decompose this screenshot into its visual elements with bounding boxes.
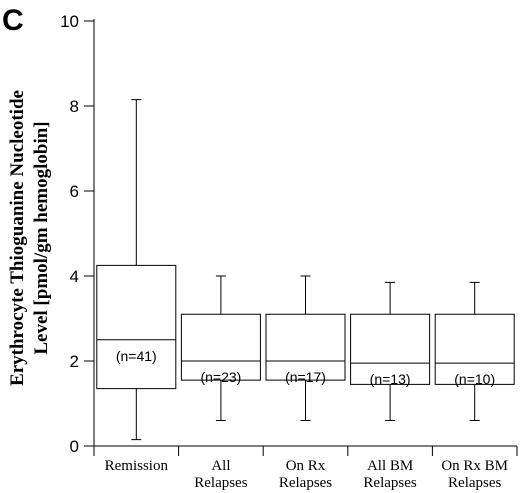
y-tick-label: 0 xyxy=(70,437,79,456)
box-item: (n=13) xyxy=(350,281,431,421)
y-axis-label-line-2: Level [pmol/gm hemoglobin] xyxy=(31,121,52,354)
box-item: (n=17) xyxy=(265,275,346,421)
y-axis-label: Erythrocyte Thioguanine Nucleotide Level… xyxy=(7,90,52,386)
x-category-label: All xyxy=(211,458,230,474)
y-tick-label: 10 xyxy=(60,12,79,31)
x-category-label: Relapses xyxy=(279,475,332,491)
y-tick-label: 8 xyxy=(70,97,79,116)
y-tick-label: 4 xyxy=(70,267,79,286)
y-axis-ticks: 0 2 4 6 8 10 xyxy=(60,12,94,456)
sample-size-label: (n=10) xyxy=(454,371,495,387)
sample-size-label: (n=41) xyxy=(116,348,157,364)
x-category-label: Relapses xyxy=(194,475,247,491)
x-category-label: On Rx xyxy=(286,458,326,474)
interquartile-box xyxy=(350,313,431,385)
box-item: (n=10) xyxy=(434,281,515,421)
axes xyxy=(93,19,517,447)
interquartile-box xyxy=(434,313,515,385)
panel-label: C xyxy=(2,4,24,37)
interquartile-box xyxy=(180,313,261,381)
box-item: (n=41) xyxy=(96,99,177,441)
sample-size-label: (n=13) xyxy=(370,371,411,387)
sample-size-label: (n=17) xyxy=(285,369,326,385)
y-axis-label-line-1: Erythrocyte Thioguanine Nucleotide xyxy=(7,90,28,386)
y-tick-label: 6 xyxy=(70,182,79,201)
x-category-label: Relapses xyxy=(363,475,416,491)
x-category-label: On Rx BM xyxy=(441,458,508,474)
box-item: (n=23) xyxy=(180,275,261,421)
box-series: (n=41) (n=23) (n=17) (n=13) (n=10) xyxy=(96,99,515,441)
sample-size-label: (n=23) xyxy=(200,369,241,385)
x-category-label: Remission xyxy=(105,458,169,474)
x-category-label: Relapses xyxy=(448,475,501,491)
interquartile-box xyxy=(96,264,177,390)
y-tick-label: 2 xyxy=(70,352,79,371)
interquartile-box xyxy=(265,313,346,381)
x-category-label: All BM xyxy=(367,458,413,474)
